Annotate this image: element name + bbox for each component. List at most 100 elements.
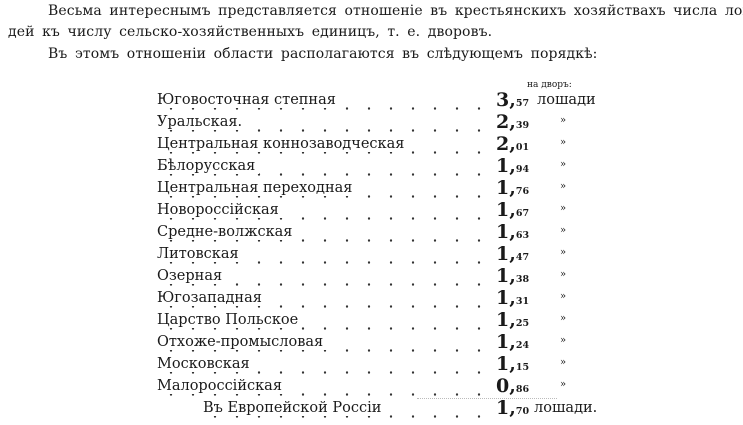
dot-leader: [157, 393, 490, 396]
paragraph-line-1: Весьма интереснымъ представляется отноше…: [48, 3, 743, 19]
table-row: Центральная коннозаводческая 2,01 »: [157, 133, 597, 158]
ditto-mark: »: [560, 137, 567, 148]
horses-value: 2,39: [496, 111, 529, 133]
ditto-mark: »: [560, 269, 567, 280]
table-row: Центральная переходная 1,76 »: [157, 177, 597, 202]
horses-value: 1,15: [496, 353, 529, 375]
region-name: Центральная коннозаводческая: [157, 136, 409, 152]
horses-value: 2,01: [496, 133, 529, 155]
dot-leader: [157, 327, 490, 330]
table-row: Отхоже-промысловая 1,24 »: [157, 331, 597, 356]
ditto-mark: »: [560, 181, 567, 192]
horses-value: 1,25: [496, 309, 529, 331]
value-fraction: 67: [515, 208, 530, 219]
dot-leader: [157, 349, 490, 352]
ditto-mark: »: [560, 115, 567, 126]
dot-leader: [157, 129, 490, 132]
paragraph-line-2: дей къ числу сельско-хозяйственныхъ един…: [8, 24, 493, 40]
horses-value: 1,31: [496, 287, 529, 309]
region-name: Царство Польское: [157, 312, 303, 328]
value-fraction: 15: [515, 362, 530, 373]
value-integer: 1,: [496, 397, 516, 419]
paragraph-line-3: Въ этомъ отношеніи области располагаются…: [48, 46, 598, 62]
total-row: Въ Европейской Россіи 1,70 лошади.: [157, 397, 597, 422]
horses-value: 1,38: [496, 265, 529, 287]
horses-value: 1,94: [496, 155, 529, 177]
ditto-mark: »: [560, 379, 567, 390]
ditto-mark: »: [560, 357, 567, 368]
horses-value: 1,47: [496, 243, 529, 265]
value-integer: 1,: [496, 155, 516, 177]
region-name: Московская: [157, 356, 254, 372]
value-integer: 2,: [496, 133, 516, 155]
value-integer: 1,: [496, 177, 516, 199]
region-name: Озерная: [157, 268, 227, 284]
dot-leader: [157, 107, 490, 110]
region-name: Новороссійская: [157, 202, 283, 218]
table-row: Царство Польское 1,25 »: [157, 309, 597, 334]
ditto-mark: »: [560, 225, 567, 236]
value-integer: 1,: [496, 287, 516, 309]
horses-value: 1,63: [496, 221, 529, 243]
table-row: Малороссійская 0,86 »: [157, 375, 597, 400]
ditto-mark: »: [560, 335, 567, 346]
dot-leader: [157, 305, 490, 308]
value-fraction: 76: [515, 186, 530, 197]
table-row: Литовская 1,47 »: [157, 243, 597, 268]
region-name: Отхоже-промысловая: [157, 334, 328, 350]
value-integer: 3,: [496, 89, 516, 111]
horses-value: 3,57: [496, 89, 529, 111]
table-row: Московская 1,15 »: [157, 353, 597, 378]
region-name: Средне-волжская: [157, 224, 297, 240]
region-name: Уральская.: [157, 114, 247, 130]
divider: [417, 398, 557, 399]
value-fraction: 31: [515, 296, 530, 307]
value-fraction: 57: [515, 98, 530, 109]
column-header: на дворъ:: [527, 80, 572, 90]
ditto-mark: »: [560, 291, 567, 302]
value-fraction: 24: [515, 340, 530, 351]
value-integer: 1,: [496, 353, 516, 375]
dot-leader: [203, 415, 490, 418]
region-name: Малороссійская: [157, 378, 286, 394]
ditto-mark: »: [560, 159, 567, 170]
table-row: Юговосточная степная 3,57 лошади: [157, 89, 597, 114]
table-row: Средне-волжская 1,63 »: [157, 221, 597, 246]
table-row: Новороссійская 1,67 »: [157, 199, 597, 224]
dot-leader: [157, 195, 490, 198]
value-fraction: 63: [515, 230, 530, 241]
ditto-mark: »: [560, 313, 567, 324]
horses-value: 1,76: [496, 177, 529, 199]
value-fraction: 01: [515, 142, 530, 153]
region-name: Въ Европейской Россіи: [203, 400, 386, 416]
value-integer: 1,: [496, 265, 516, 287]
value-fraction: 25: [515, 318, 530, 329]
value-integer: 1,: [496, 309, 516, 331]
horses-value: 1,24: [496, 331, 529, 353]
dot-leader: [157, 261, 490, 264]
unit-label: лошади: [537, 92, 596, 108]
value-fraction: 39: [515, 120, 530, 131]
region-name: Центральная переходная: [157, 180, 357, 196]
region-name: Литовская: [157, 246, 243, 262]
value-integer: 1,: [496, 199, 516, 221]
value-integer: 2,: [496, 111, 516, 133]
value-integer: 1,: [496, 331, 516, 353]
value-fraction: 94: [515, 164, 530, 175]
dot-leader: [157, 283, 490, 286]
table-row: Уральская. 2,39 »: [157, 111, 597, 136]
dot-leader: [157, 217, 490, 220]
dot-leader: [157, 173, 490, 176]
dot-leader: [157, 239, 490, 242]
table-row: Бѣлорусская 1,94 »: [157, 155, 597, 180]
horses-value: 1,70: [496, 397, 529, 419]
region-name: Югозападная: [157, 290, 266, 306]
dot-leader: [157, 371, 490, 374]
value-integer: 1,: [496, 243, 516, 265]
region-name: Бѣлорусская: [157, 158, 260, 174]
table-row: Озерная 1,38 »: [157, 265, 597, 290]
value-fraction: 47: [515, 252, 530, 263]
value-fraction: 70: [515, 406, 530, 417]
value-integer: 0,: [496, 375, 516, 397]
horses-value: 1,67: [496, 199, 529, 221]
